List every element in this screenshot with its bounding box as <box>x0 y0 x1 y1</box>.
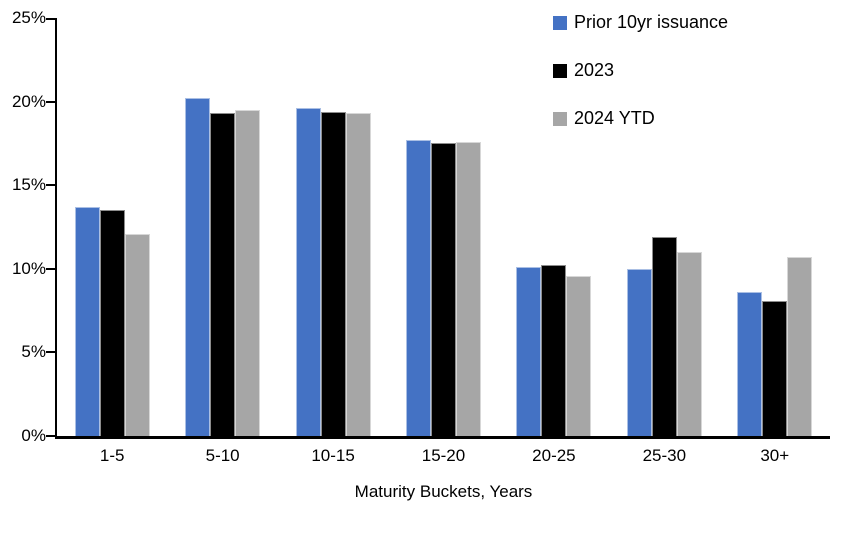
plot-area <box>46 18 830 439</box>
y-axis-tick <box>46 18 57 20</box>
legend-label: Prior 10yr issuance <box>574 12 729 32</box>
x-tick-label: 25-30 <box>642 446 687 465</box>
y-axis-tick <box>46 184 57 187</box>
legend-swatch-icon <box>553 15 567 30</box>
legend-item: Prior 10yr issuance <box>553 12 728 33</box>
legend-swatch-icon <box>553 63 567 78</box>
y-axis-tick <box>46 351 57 354</box>
bar-groups <box>57 18 830 436</box>
bar-prior-10yr-issuance-25-30 <box>626 268 652 436</box>
y-axis-tick <box>46 435 57 437</box>
bar-prior-10yr-issuance-15-20 <box>405 140 431 436</box>
x-tick-label: 5-10 <box>205 446 240 465</box>
y-axis-tick <box>46 100 57 103</box>
legend-label: 2024 YTD <box>574 108 655 128</box>
y-tick-label: 20% <box>11 91 46 111</box>
bar-group-5-10 <box>167 18 277 436</box>
bar-2023-20-25 <box>541 265 567 436</box>
bar-2024-ytd-5-10 <box>235 109 261 436</box>
bar-2024-ytd-10-15 <box>345 113 371 436</box>
bar-prior-10yr-issuance-1-5 <box>74 206 100 436</box>
bar-2024-ytd-25-30 <box>676 252 702 436</box>
bar-prior-10yr-issuance-30+ <box>737 292 763 436</box>
bar-prior-10yr-issuance-10-15 <box>295 108 321 436</box>
y-tick-label: 10% <box>11 258 46 278</box>
bar-2024-ytd-1-5 <box>124 233 150 436</box>
bar-group-20-25 <box>499 18 609 436</box>
y-tick-label: 25% <box>11 8 46 27</box>
bar-2023-30+ <box>762 300 788 436</box>
bar-2023-15-20 <box>430 143 456 436</box>
bar-prior-10yr-issuance-20-25 <box>516 267 542 436</box>
bar-2024-ytd-30+ <box>787 257 813 436</box>
x-tick-label: 10-15 <box>311 446 355 465</box>
legend-label: 2023 <box>574 60 615 80</box>
x-tick-label: 1-5 <box>99 446 125 465</box>
legend: Prior 10yr issuance 2023 2024 YTD <box>553 12 728 129</box>
x-tick-label: 30+ <box>760 446 790 465</box>
x-axis-labels: 1-5 5-10 10-15 15-20 20-25 25-30 30+ <box>57 446 830 466</box>
bar-group-1-5 <box>57 18 167 436</box>
bar-2023-10-15 <box>320 111 346 436</box>
bar-group-30+ <box>720 18 830 436</box>
y-tick-label: 15% <box>11 175 46 195</box>
y-tick-label: 0% <box>21 426 46 445</box>
bar-2024-ytd-15-20 <box>455 141 481 436</box>
legend-item: 2023 <box>553 60 728 81</box>
x-tick-label: 15-20 <box>421 446 466 465</box>
bar-2023-25-30 <box>651 237 677 436</box>
legend-swatch-icon <box>553 111 567 126</box>
y-axis-tick <box>46 267 57 270</box>
bar-2023-1-5 <box>99 210 125 436</box>
y-tick-label: 5% <box>21 342 46 362</box>
bar-group-25-30 <box>609 18 719 436</box>
bar-group-15-20 <box>388 18 498 436</box>
y-axis-labels: 0% 5% 10% 15% 20% 25% <box>0 8 48 445</box>
bar-2023-5-10 <box>210 113 236 436</box>
x-axis-title: Maturity Buckets, Years <box>354 482 533 501</box>
bar-prior-10yr-issuance-5-10 <box>185 98 211 436</box>
x-tick-label: 20-25 <box>532 446 576 465</box>
bar-2024-ytd-20-25 <box>566 275 592 436</box>
legend-item: 2024 YTD <box>553 108 728 129</box>
bar-group-10-15 <box>278 18 388 436</box>
